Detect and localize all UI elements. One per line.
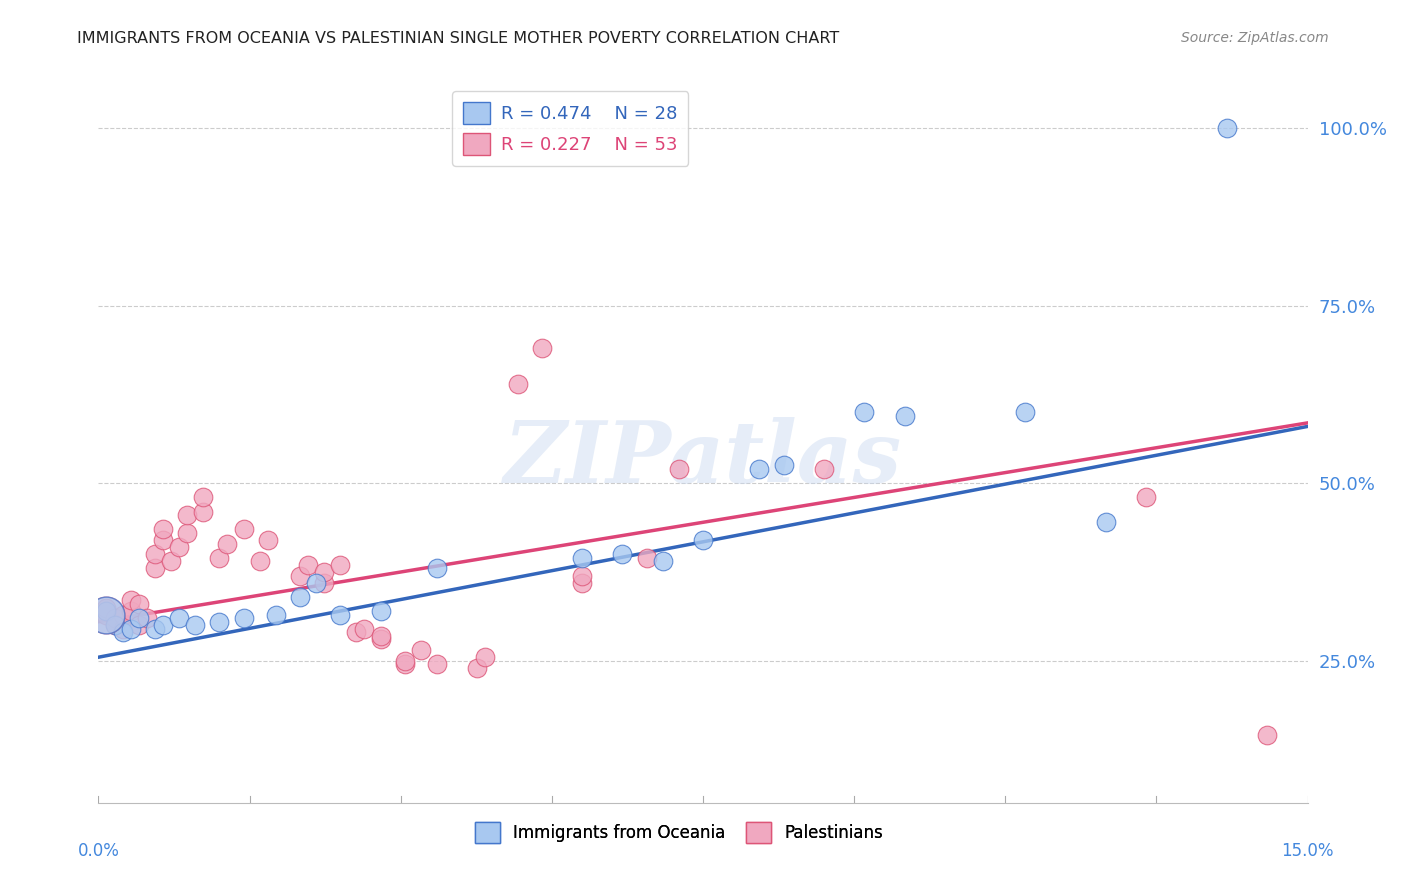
Point (176, 508, 198, 523)
Point (813, 462, 835, 476)
Legend: Immigrants from Oceania, Palestinians: Immigrants from Oceania, Palestinians (468, 815, 890, 849)
Point (370, 629, 392, 643)
Point (1216, 121, 1239, 136)
Point (571, 568, 593, 582)
Point (329, 607, 352, 622)
Point (344, 625, 367, 640)
Point (96, 607, 118, 622)
Point (96, 600, 118, 615)
Point (288, 568, 311, 582)
Point (208, 615, 231, 629)
Point (370, 604, 392, 618)
Point (103, 611, 125, 625)
Point (426, 561, 449, 575)
Point (120, 593, 142, 607)
Point (651, 554, 673, 568)
Point (232, 522, 254, 536)
Point (143, 622, 166, 636)
Point (474, 650, 496, 665)
Point (135, 611, 157, 625)
Point (96, 607, 118, 622)
Point (128, 611, 150, 625)
Point (314, 575, 336, 590)
Point (143, 561, 166, 575)
Point (103, 618, 125, 632)
Point (103, 618, 125, 632)
Point (370, 632, 392, 647)
Point (111, 607, 134, 622)
Text: ZIPatlas: ZIPatlas (503, 417, 903, 500)
Point (353, 622, 375, 636)
Point (96, 604, 118, 618)
Point (893, 409, 915, 423)
Point (120, 604, 142, 618)
Point (128, 597, 150, 611)
Point (111, 622, 134, 636)
Point (314, 565, 336, 579)
Point (193, 505, 215, 519)
Text: 0.0%: 0.0% (77, 842, 120, 860)
Point (152, 522, 174, 536)
Point (256, 533, 278, 547)
Point (748, 462, 770, 476)
Text: Source: ZipAtlas.com: Source: ZipAtlas.com (1181, 31, 1329, 45)
Point (530, 341, 553, 355)
Point (232, 611, 254, 625)
Point (96, 607, 118, 622)
Point (288, 590, 311, 604)
Point (152, 618, 174, 632)
Point (249, 554, 271, 568)
Point (111, 625, 134, 640)
Point (636, 550, 658, 565)
Text: IMMIGRANTS FROM OCEANIA VS PALESTINIAN SINGLE MOTHER POVERTY CORRELATION CHART: IMMIGRANTS FROM OCEANIA VS PALESTINIAN S… (77, 31, 839, 46)
Point (1014, 405, 1036, 419)
Point (305, 575, 328, 590)
Point (1095, 516, 1118, 530)
Point (394, 654, 416, 668)
Point (143, 547, 166, 561)
Point (128, 618, 150, 632)
Point (297, 558, 319, 572)
Point (176, 525, 198, 540)
Point (772, 458, 794, 473)
Point (426, 657, 449, 672)
Text: 15.0%: 15.0% (1281, 842, 1334, 860)
Point (465, 661, 488, 675)
Point (1135, 491, 1157, 505)
Point (217, 536, 239, 550)
Point (167, 611, 190, 625)
Point (571, 575, 593, 590)
Point (692, 533, 714, 547)
Point (120, 622, 142, 636)
Point (612, 547, 634, 561)
Point (208, 550, 231, 565)
Point (167, 540, 190, 554)
Point (184, 618, 207, 632)
Point (571, 550, 593, 565)
Point (853, 405, 876, 419)
Point (152, 533, 174, 547)
Point (329, 558, 352, 572)
Point (394, 657, 416, 672)
Point (193, 491, 215, 505)
Point (1256, 728, 1278, 742)
Point (160, 554, 183, 568)
Point (506, 376, 529, 391)
Point (264, 607, 287, 622)
Point (668, 462, 690, 476)
Point (409, 643, 432, 657)
